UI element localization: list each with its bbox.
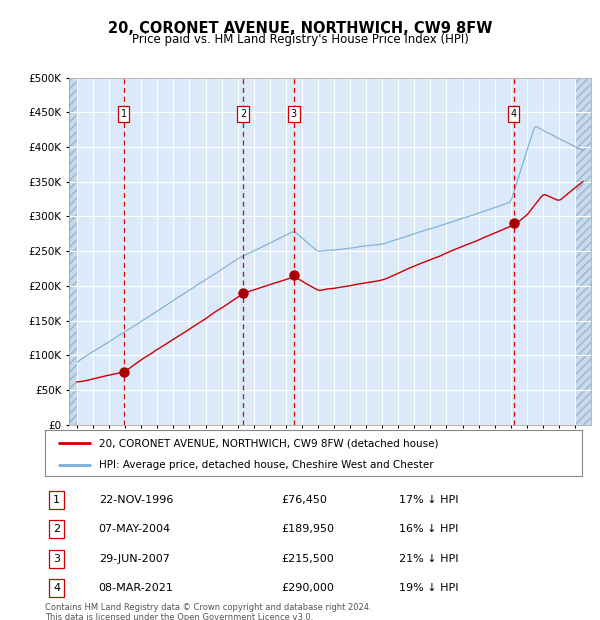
Text: 16% ↓ HPI: 16% ↓ HPI [400,525,459,534]
Text: 20, CORONET AVENUE, NORTHWICH, CW9 8FW: 20, CORONET AVENUE, NORTHWICH, CW9 8FW [108,21,492,36]
Text: 17% ↓ HPI: 17% ↓ HPI [400,495,459,505]
Text: 1: 1 [53,495,61,505]
Text: 07-MAY-2004: 07-MAY-2004 [98,525,171,534]
Text: £189,950: £189,950 [281,525,334,534]
Bar [575,78,591,425]
Text: 21% ↓ HPI: 21% ↓ HPI [400,554,459,564]
Bar [575,78,591,425]
Text: HPI: Average price, detached house, Cheshire West and Chester: HPI: Average price, detached house, Ches… [98,459,433,470]
Text: £215,500: £215,500 [281,554,334,564]
Text: 4: 4 [53,583,61,593]
Text: 2: 2 [53,525,61,534]
Text: Price paid vs. HM Land Registry's House Price Index (HPI): Price paid vs. HM Land Registry's House … [131,33,469,46]
Text: £76,450: £76,450 [281,495,327,505]
Text: 3: 3 [291,109,297,119]
Bar [69,78,77,425]
Text: 29-JUN-2007: 29-JUN-2007 [98,554,170,564]
Text: 3: 3 [53,554,61,564]
Text: 4: 4 [511,109,517,119]
Text: 1: 1 [121,109,127,119]
Text: 08-MAR-2021: 08-MAR-2021 [98,583,173,593]
Bar [69,78,77,425]
Text: 2: 2 [240,109,247,119]
Text: £290,000: £290,000 [281,583,334,593]
Text: 22-NOV-1996: 22-NOV-1996 [98,495,173,505]
Text: 19% ↓ HPI: 19% ↓ HPI [400,583,459,593]
Text: Contains HM Land Registry data © Crown copyright and database right 2024.
This d: Contains HM Land Registry data © Crown c… [45,603,371,620]
Text: 20, CORONET AVENUE, NORTHWICH, CW9 8FW (detached house): 20, CORONET AVENUE, NORTHWICH, CW9 8FW (… [98,438,438,448]
